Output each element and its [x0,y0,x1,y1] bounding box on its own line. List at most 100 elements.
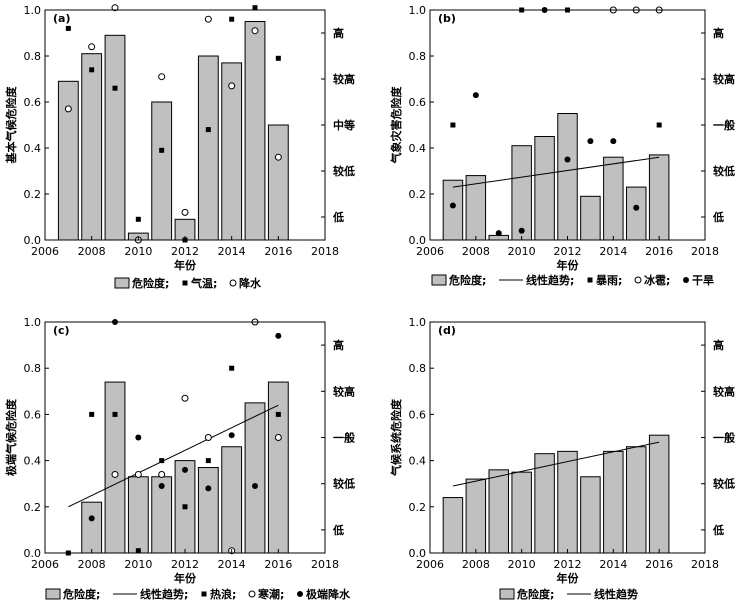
x-tick-label: 2010 [124,245,152,258]
marker-square-2010 [135,216,141,222]
x-tick-label: 2006 [416,558,444,571]
y-tick-label: 0.6 [24,96,42,109]
marker-open-circle-2012 [181,208,189,216]
marker-square-2014 [229,365,235,371]
marker-open-circle-2011 [158,470,166,478]
legend-marker-square [182,280,188,286]
legend-marker-filled-circle [683,277,689,283]
marker-square-2011 [159,147,165,153]
right-level-label: 低 [712,210,724,224]
marker-open-circle-2011 [158,73,166,81]
marker-open-circle-2008 [88,43,96,51]
x-tick-label: 2014 [218,558,246,571]
marker-filled-circle-2010 [518,227,525,234]
marker-square-2008 [89,411,95,417]
marker-filled-circle-2007 [449,202,456,209]
legend-label: 极端降水 [306,587,351,601]
x-tick-label: 2016 [645,558,673,571]
y-axis-label: 基本气候危险度 [4,86,18,165]
legend-bar-swatch [499,588,515,600]
bar-2015 [626,446,647,554]
bar-2016 [267,381,289,554]
bar-2012 [557,113,578,241]
legend-label: 降水 [239,276,262,290]
bar-2013 [580,195,601,241]
y-axis-label: 气象灾害危险度 [389,86,403,165]
trend-line [68,404,279,508]
x-tick-label: 2008 [78,558,106,571]
x-tick-label: 2014 [218,245,246,258]
bar-2010 [511,145,532,241]
y-tick-label: 0.6 [24,408,42,421]
x-tick-label: 2010 [508,245,536,258]
right-level-label: 低 [332,210,344,224]
marker-open-circle-2010 [134,470,142,478]
y-tick-label: 0.8 [24,362,42,375]
panel-label: (c) [53,324,70,337]
bar-2013 [580,476,601,554]
right-level-label: 较低 [713,477,735,491]
marker-open-circle-2016 [274,434,282,441]
legend-label: 危险度; [62,587,100,601]
y-tick-label: 0.6 [409,96,427,109]
marker-square-2013 [205,127,211,133]
bar-2011 [534,136,555,241]
bar-2011 [534,453,555,554]
bar-2012 [557,450,578,554]
x-tick-label: 2016 [645,245,673,258]
marker-open-circle-2012 [181,394,189,402]
bar-2007 [57,80,79,241]
bar-2015 [244,402,266,554]
bar-2009 [104,381,126,554]
marker-filled-circle-2008 [472,92,479,99]
x-tick-label: 2018 [311,245,339,258]
x-tick-label: 2018 [311,558,339,571]
x-tick-label: 2012 [554,245,582,258]
x-tick-label: 2014 [599,558,627,571]
marker-open-circle-2014 [228,82,236,90]
bar-2014 [221,446,243,554]
panel-label: (b) [438,12,456,25]
x-tick-label: 2012 [171,558,199,571]
right-level-label: 较高 [713,384,735,398]
x-tick-label: 2010 [508,558,536,571]
legend-bar-swatch [45,588,61,600]
y-tick-label: 0.4 [409,142,427,155]
legend-label: 线性趋势; [526,273,574,287]
y-axis-label: 气候系统危险度 [389,398,403,477]
bar-2014 [603,450,624,554]
y-tick-label: 0.4 [24,455,42,468]
right-level-label: 高 [333,338,344,352]
marker-open-circle-2007 [64,105,72,113]
legend-label: 危险度; [448,273,486,287]
marker-square-2016 [275,55,281,61]
y-tick-label: 0.8 [24,50,42,63]
bar-2009 [488,469,509,554]
bar-2008 [81,53,103,241]
marker-square-2009 [112,85,118,91]
y-tick-label: 1.0 [24,316,42,329]
y-tick-label: 0.2 [409,501,427,514]
right-level-label: 较低 [333,477,355,491]
x-tick-label: 2010 [124,558,152,571]
x-axis-label: 年份 [174,258,197,272]
marker-square-2012 [182,504,188,510]
marker-filled-circle-2009 [495,230,502,237]
right-level-label: 一般 [713,118,735,132]
x-tick-label: 2016 [264,558,292,571]
marker-square-2016 [656,122,662,128]
panel-label: (d) [438,324,456,337]
y-tick-label: 0.0 [24,234,42,247]
x-tick-label: 2018 [691,558,719,571]
bar-2014 [221,62,243,241]
right-level-label: 较高 [333,384,355,398]
marker-filled-circle-2012 [182,466,188,473]
x-tick-label: 2018 [691,245,719,258]
y-tick-label: 0.4 [24,142,42,155]
y-tick-label: 0.2 [24,501,42,514]
marker-square-2013 [205,458,211,464]
panel-label: (a) [53,12,70,25]
marker-filled-circle-2012 [564,156,571,163]
bar-2016 [267,124,289,241]
y-tick-label: 1.0 [24,4,42,17]
